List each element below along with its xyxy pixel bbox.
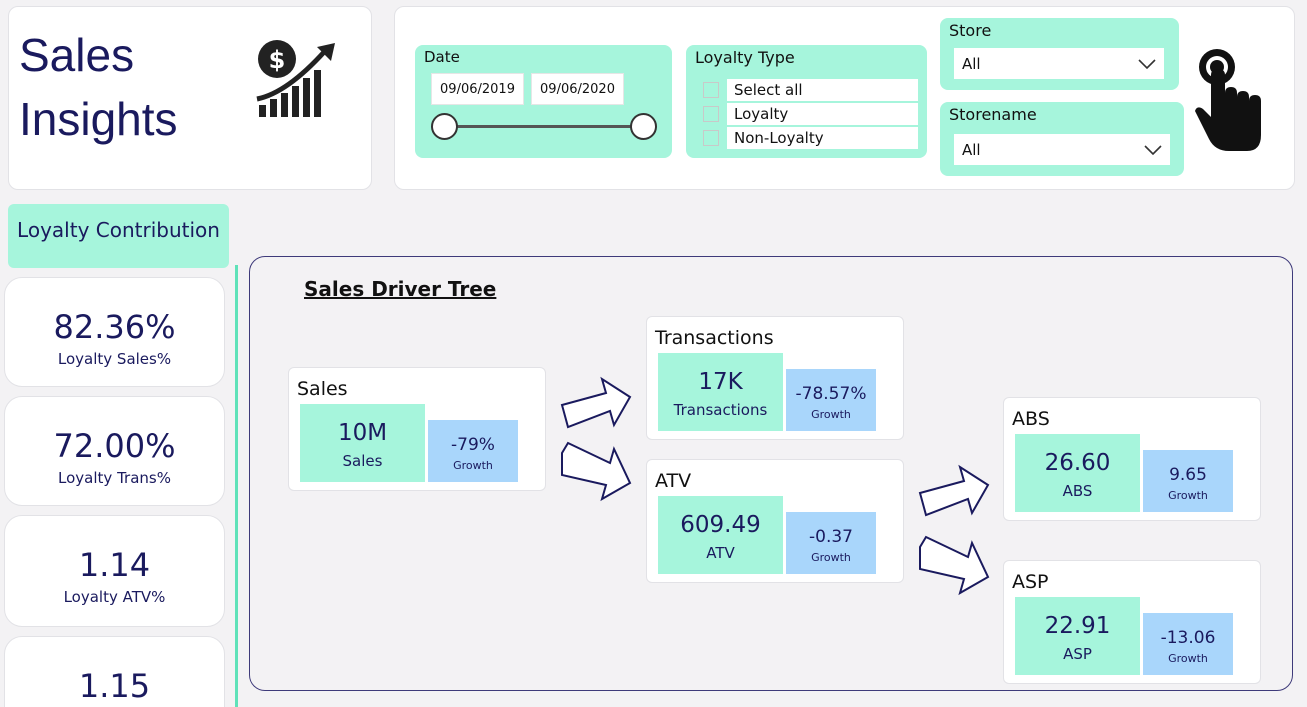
growth-value: -78.57% [795, 384, 867, 404]
node-asp: ASP 22.91 ASP -13.06 Growth [1003, 560, 1261, 684]
metric-value: 17K [698, 369, 743, 395]
svg-text:$: $ [269, 46, 286, 74]
loyalty-type-slicer: Loyalty Type Select all Loyalty Non-Loya… [686, 45, 927, 158]
date-to-input[interactable]: 09/06/2020 [531, 73, 624, 105]
date-from-input[interactable]: 09/06/2019 [431, 73, 524, 105]
metric-box: 26.60 ABS [1015, 434, 1140, 512]
kpi-label: Loyalty Sales% [57, 350, 172, 368]
store-slicer: Store All [940, 18, 1179, 90]
growth-value: 9.65 [1169, 465, 1207, 485]
growth-box: -79% Growth [428, 420, 518, 482]
metric-label: Transactions [673, 401, 768, 419]
node-title: Sales [297, 378, 348, 400]
metric-value: 22.91 [1044, 613, 1111, 639]
option-label: Loyalty [727, 103, 918, 125]
metric-label: Sales [342, 452, 383, 470]
node-title: ATV [655, 470, 692, 492]
node-atv: ATV 609.49 ATV -0.37 Growth [646, 459, 904, 583]
kpi-card-loyalty-sales: 82.36% Loyalty Sales% [4, 277, 225, 387]
metric-label: ASP [1063, 645, 1092, 663]
growth-box: -13.06 Growth [1143, 613, 1233, 675]
sales-driver-tree-panel: Sales Driver Tree Sales 10M Sales -79% G… [249, 256, 1293, 691]
metric-value: 10M [337, 420, 388, 446]
node-transactions: Transactions 17K Transactions -78.57% Gr… [646, 316, 904, 440]
node-title: ASP [1012, 571, 1049, 593]
metric-box: 17K Transactions [658, 353, 783, 431]
kpi-value: 72.00% [53, 427, 176, 465]
option-label: Select all [727, 79, 918, 101]
node-title: ABS [1012, 408, 1050, 430]
growth-value: -13.06 [1160, 628, 1216, 648]
date-slicer-title: Date [424, 48, 460, 66]
store-selected-value: All [962, 54, 981, 73]
title-line-2: Insights [19, 93, 178, 145]
loyalty-option-non-loyalty[interactable]: Non-Loyalty [703, 127, 918, 149]
kpi-value: 82.36% [53, 308, 176, 346]
metric-label: ATV [706, 544, 735, 562]
filter-panel: Date 09/06/2019 09/06/2020 Loyalty Type … [394, 6, 1295, 190]
growth-label: Growth [1168, 489, 1208, 502]
option-label: Non-Loyalty [727, 127, 918, 149]
title-card: Sales Insights $ [8, 6, 372, 190]
node-abs: ABS 26.60 ABS 9.65 Growth [1003, 397, 1261, 521]
store-dropdown[interactable]: All [954, 48, 1164, 79]
growth-label: Growth [1168, 652, 1208, 665]
node-title: Transactions [655, 327, 774, 349]
pointer-hand-icon [1195, 49, 1261, 151]
arrow-down-right-icon [561, 441, 632, 502]
node-sales: Sales 10M Sales -79% Growth [288, 367, 546, 491]
growth-box: 9.65 Growth [1143, 450, 1233, 512]
metric-box: 10M Sales [300, 404, 425, 482]
arrow-down-right-icon [919, 535, 990, 596]
growth-value: -79% [451, 435, 495, 455]
growth-label: Growth [811, 551, 851, 564]
metric-value: 609.49 [680, 512, 761, 538]
date-slider-track [445, 125, 643, 128]
page-title: Sales Insights [19, 23, 178, 151]
loyalty-type-title: Loyalty Type [695, 48, 795, 67]
dollar-growth-chart-icon: $ [256, 40, 335, 117]
loyalty-option-select-all[interactable]: Select all [703, 79, 918, 101]
chevron-down-icon [1138, 58, 1156, 69]
date-slider-end-handle[interactable] [630, 113, 657, 140]
storename-dropdown[interactable]: All [954, 134, 1170, 165]
storename-title: Storename [949, 105, 1037, 124]
metric-box: 22.91 ASP [1015, 597, 1140, 675]
metric-box: 609.49 ATV [658, 496, 783, 574]
date-slider-start-handle[interactable] [431, 113, 458, 140]
loyalty-contribution-header: Loyalty Contribution [8, 204, 229, 268]
loyalty-option-loyalty[interactable]: Loyalty [703, 103, 918, 125]
arrow-up-right-icon [560, 376, 632, 429]
metric-label: ABS [1062, 482, 1093, 500]
store-title: Store [949, 21, 992, 40]
kpi-value: 1.14 [78, 546, 151, 584]
tree-title: Sales Driver Tree [304, 277, 497, 301]
kpi-label: Loyalty Trans% [58, 469, 171, 487]
growth-box: -0.37 Growth [786, 512, 876, 574]
metric-value: 26.60 [1044, 450, 1111, 476]
kpi-label: Loyalty ATV% [63, 588, 166, 606]
kpi-card-loyalty-atv: 1.14 Loyalty ATV% [4, 515, 225, 627]
storename-slicer: Storename All [940, 102, 1184, 176]
storename-selected-value: All [962, 140, 981, 159]
kpi-value: 1.15 [78, 667, 151, 705]
growth-label: Growth [453, 459, 493, 472]
arrow-up-right-icon [918, 464, 990, 517]
checkbox[interactable] [703, 106, 719, 122]
growth-label: Growth [811, 408, 851, 421]
kpi-card-loyalty-trans: 72.00% Loyalty Trans% [4, 396, 225, 506]
chevron-down-icon [1144, 144, 1162, 155]
kpi-card-loyalty-extra: 1.15 [4, 636, 225, 707]
section-divider [235, 265, 238, 707]
checkbox[interactable] [703, 130, 719, 146]
title-line-1: Sales [19, 29, 135, 81]
checkbox[interactable] [703, 82, 719, 98]
growth-box: -78.57% Growth [786, 369, 876, 431]
growth-value: -0.37 [809, 527, 853, 547]
date-slicer: Date 09/06/2019 09/06/2020 [415, 45, 672, 158]
